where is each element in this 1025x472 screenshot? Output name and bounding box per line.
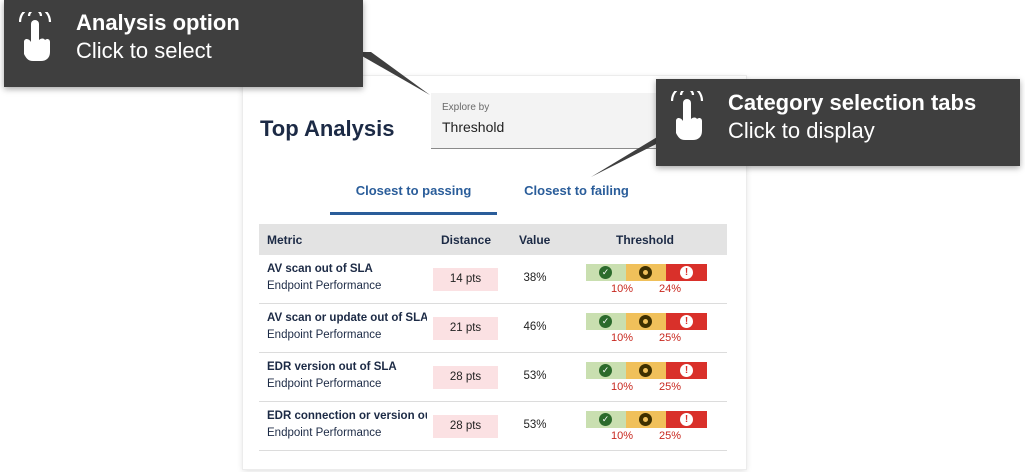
explore-by-value: Threshold — [442, 119, 505, 135]
column-header-threshold: Threshold — [616, 233, 675, 247]
threshold-warn-segment — [626, 411, 666, 428]
table-header: Metric Distance Value Threshold — [259, 224, 727, 255]
value-cell: 53% — [523, 419, 547, 431]
value-cell: 53% — [523, 370, 547, 382]
distance-badge: 14 pts — [433, 268, 498, 291]
distance-badge: 28 pts — [433, 415, 498, 438]
threshold-pass-segment: ✓ — [586, 264, 626, 281]
tooltip-analysis-option: Analysis option Click to select — [4, 0, 363, 87]
metric-category: Endpoint Performance — [267, 280, 382, 292]
threshold-fail-segment: ! — [666, 313, 707, 330]
pointer-hand-icon — [19, 12, 52, 61]
warning-dot-icon — [639, 364, 652, 377]
check-icon: ✓ — [599, 315, 612, 328]
distance-badge: 28 pts — [433, 366, 498, 389]
alert-icon: ! — [680, 266, 693, 279]
card-title: Top Analysis — [260, 116, 395, 141]
explore-by-label: Explore by — [442, 102, 490, 113]
threshold-high-label: 24% — [659, 283, 682, 295]
metric-category: Endpoint Performance — [267, 427, 382, 439]
metric-name: AV scan out of SLA — [267, 263, 373, 275]
threshold-fail-segment: ! — [666, 411, 707, 428]
threshold-pass-segment: ✓ — [586, 362, 626, 379]
alert-icon: ! — [680, 413, 693, 426]
tooltip-subtitle: Click to display — [728, 118, 875, 143]
threshold-warn-segment — [626, 264, 666, 281]
warning-dot-icon — [639, 266, 652, 279]
threshold-low-label: 10% — [611, 430, 634, 442]
threshold-high-label: 25% — [659, 430, 682, 442]
threshold-bar: ✓ ! — [586, 411, 707, 428]
table-row[interactable]: AV scan or update out of SLA Endpoint Pe… — [259, 304, 727, 353]
threshold-pass-segment: ✓ — [586, 411, 626, 428]
value-cell: 38% — [523, 272, 547, 284]
tab-closest-to-passing[interactable]: Closest to passing — [330, 173, 497, 215]
tooltip-title: Analysis option — [76, 10, 240, 35]
metric-name: AV scan or update out of SLA — [267, 312, 427, 324]
metric-name: EDR version out of SLA — [267, 361, 397, 373]
metric-category: Endpoint Performance — [267, 329, 382, 341]
check-icon: ✓ — [599, 364, 612, 377]
threshold-fail-segment: ! — [666, 362, 707, 379]
alert-icon: ! — [680, 364, 693, 377]
threshold-bar: ✓ ! — [586, 362, 707, 379]
tooltip-category-tabs: Category selection tabs Click to display — [656, 79, 1020, 166]
metric-category: Endpoint Performance — [267, 378, 382, 390]
threshold-bar: ✓ ! — [586, 313, 707, 330]
tab-closest-to-failing[interactable]: Closest to failing — [524, 183, 629, 198]
check-icon: ✓ — [599, 266, 612, 279]
pointer-hand-icon — [671, 91, 704, 140]
tooltip-subtitle: Click to select — [76, 38, 212, 63]
threshold-low-label: 10% — [611, 283, 634, 295]
metric-name: EDR connection or version out of SLA — [267, 410, 427, 422]
warning-dot-icon — [639, 413, 652, 426]
threshold-pass-segment: ✓ — [586, 313, 626, 330]
value-cell: 46% — [523, 321, 547, 333]
threshold-high-label: 25% — [659, 332, 682, 344]
table-row[interactable]: AV scan out of SLA Endpoint Performance … — [259, 255, 727, 304]
table-row[interactable]: EDR connection or version out of SLA End… — [259, 402, 727, 451]
column-header-metric: Metric — [267, 233, 303, 247]
column-header-distance: Distance — [441, 233, 492, 247]
threshold-low-label: 10% — [611, 332, 634, 344]
threshold-bar: ✓ ! — [586, 264, 707, 281]
threshold-warn-segment — [626, 313, 666, 330]
threshold-warn-segment — [626, 362, 666, 379]
alert-icon: ! — [680, 315, 693, 328]
table-row[interactable]: EDR version out of SLA Endpoint Performa… — [259, 353, 727, 402]
tooltip-title: Category selection tabs — [728, 90, 977, 115]
column-header-value: Value — [519, 233, 551, 247]
threshold-fail-segment: ! — [666, 264, 707, 281]
warning-dot-icon — [639, 315, 652, 328]
distance-badge: 21 pts — [433, 317, 498, 340]
check-icon: ✓ — [599, 413, 612, 426]
threshold-low-label: 10% — [611, 381, 634, 393]
threshold-high-label: 25% — [659, 381, 682, 393]
